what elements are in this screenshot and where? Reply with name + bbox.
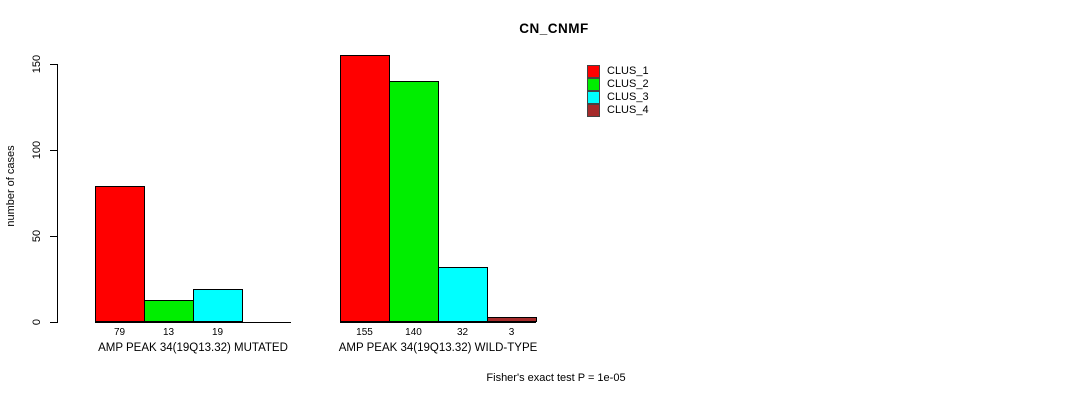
bar-clus_3 — [193, 289, 243, 322]
bar-value-label: 79 — [113, 327, 126, 338]
y-tick-label: 150 — [31, 54, 43, 74]
legend-item: CLUS_3 — [587, 91, 649, 104]
bar-clus_4 — [487, 317, 537, 322]
legend-item: CLUS_4 — [587, 104, 649, 117]
legend-swatch-clus_1 — [587, 65, 600, 78]
legend-swatch-clus_4 — [587, 104, 600, 117]
bar-value-label: 13 — [162, 327, 175, 338]
y-tick-mark — [50, 322, 57, 323]
y-tick-mark — [50, 64, 57, 65]
group-label: AMP PEAK 34(19Q13.32) MUTATED — [98, 342, 288, 354]
bar-value-label: 19 — [211, 327, 224, 338]
legend-label: CLUS_3 — [607, 91, 649, 103]
bar-clus_2 — [144, 300, 194, 322]
legend-item: CLUS_1 — [587, 65, 649, 78]
bar-value-label: 140 — [405, 327, 422, 338]
bar-clus_1 — [340, 55, 390, 322]
y-tick-mark — [50, 236, 57, 237]
bar-value-label: 155 — [356, 327, 373, 338]
y-tick-label: 100 — [31, 140, 43, 160]
chart-title: CN_CNMF — [519, 21, 589, 36]
y-tick-label: 50 — [31, 229, 43, 243]
y-tick-mark — [50, 150, 57, 151]
legend: CLUS_1 CLUS_2 CLUS_3 CLUS_4 — [587, 65, 649, 117]
bar-clus_1 — [95, 186, 145, 322]
bar-clus_2 — [389, 81, 439, 322]
y-axis — [57, 64, 58, 323]
group-label: AMP PEAK 34(19Q13.32) WILD-TYPE — [338, 342, 538, 354]
footnote: Fisher's exact test P = 1e-05 — [486, 372, 626, 384]
legend-label: CLUS_2 — [607, 78, 649, 90]
bar-clus_3 — [438, 267, 488, 322]
x-axis-baseline — [340, 322, 536, 323]
legend-swatch-clus_2 — [587, 78, 600, 91]
legend-label: CLUS_1 — [607, 65, 649, 77]
legend-item: CLUS_2 — [587, 78, 649, 91]
legend-swatch-clus_3 — [587, 91, 600, 104]
x-axis-baseline — [95, 322, 291, 323]
y-axis-label: number of cases — [5, 145, 17, 227]
legend-label: CLUS_4 — [607, 104, 649, 116]
bar-value-label: 32 — [456, 327, 469, 338]
bar-value-label: 3 — [508, 327, 515, 338]
